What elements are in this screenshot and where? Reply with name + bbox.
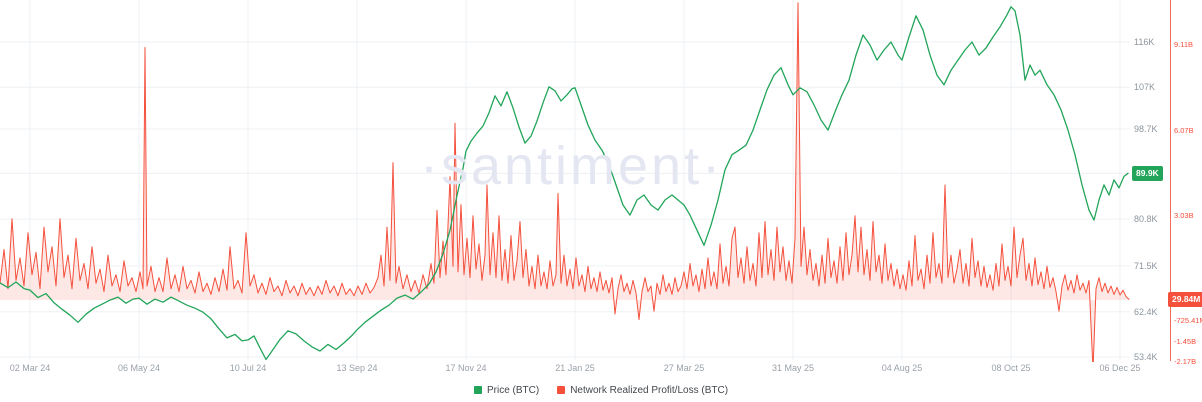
x-axis-label: 17 Nov 24 [445, 363, 487, 373]
price-tick-label: 53.4K [1134, 352, 1158, 362]
price-tick-label: 71.5K [1134, 260, 1158, 271]
nrpl-tick-label: 3.03B [1174, 211, 1194, 220]
legend-label-price: Price (BTC) [486, 384, 540, 396]
x-axis-label: 08 Oct 25 [991, 363, 1031, 373]
nrpl-tick-label: -2.17B [1174, 356, 1197, 366]
price-tick-label: 107K [1134, 82, 1156, 93]
price-series-swatch [473, 386, 482, 394]
x-axis-label: 13 Sep 24 [336, 363, 378, 373]
chart-plot-area[interactable]: ·santiment· [0, 0, 1202, 362]
legend: Price (BTC) Network Realized Profit/Loss… [0, 382, 1202, 398]
x-axis-label: 04 Aug 25 [881, 363, 923, 373]
price-tick-label: 98.7K [1134, 124, 1158, 135]
price-tick-label: 116K [1134, 36, 1155, 47]
x-axis-label: 06 Dec 25 [1099, 363, 1141, 373]
nrpl-tick-label: -1.45B [1174, 336, 1197, 346]
price-tick-label: 62.4K [1134, 306, 1158, 317]
x-axis: 02 Mar 24 06 May 24 10 Jul 24 13 Sep 24 17 N… [0, 363, 1202, 375]
price-line[interactable] [0, 6, 1129, 361]
nrpl-line[interactable] [0, 2, 1130, 362]
nrpl-axis-line [1170, 0, 1171, 361]
x-axis-label: 27 Mar 25 [663, 363, 705, 373]
chart-svg [0, 0, 1130, 362]
nrpl-tick-label: -725.41M [1174, 316, 1202, 326]
x-axis-label: 21 Jan 25 [555, 363, 595, 373]
x-axis-label: 10 Jul 24 [229, 363, 267, 373]
nrpl-area-fill [0, 2, 1129, 362]
price-current-badge: 89.9K [1132, 166, 1163, 181]
nrpl-series-swatch [557, 386, 566, 394]
x-axis-label: 06 May 24 [117, 363, 161, 373]
x-axis-label: 31 May 25 [771, 363, 815, 373]
legend-label-nrpl: Network Realized Profit/Loss (BTC) [570, 384, 729, 396]
price-tick-label: 80.8K [1134, 214, 1158, 225]
nrpl-tick-label: 9.11B [1174, 40, 1194, 50]
nrpl-current-badge: 29.84M [1168, 292, 1202, 307]
legend-item-price[interactable]: Price (BTC) [473, 384, 540, 396]
legend-item-nrpl[interactable]: Network Realized Profit/Loss (BTC) [557, 385, 728, 396]
nrpl-tick-label: 6.07B [1174, 125, 1194, 135]
x-axis-label: 02 Mar 24 [9, 363, 51, 373]
